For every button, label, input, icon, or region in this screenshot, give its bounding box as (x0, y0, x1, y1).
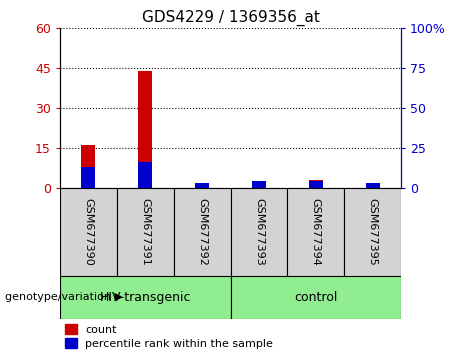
Bar (230, 188, 287, 276)
Bar (252, 181, 266, 188)
Text: GSM677390: GSM677390 (83, 198, 94, 266)
Text: GSM677395: GSM677395 (367, 198, 378, 266)
Bar (195, 183, 209, 188)
Title: GDS4229 / 1369356_at: GDS4229 / 1369356_at (142, 9, 319, 25)
Text: control: control (294, 291, 337, 304)
Bar (138, 162, 152, 188)
Bar (174, 188, 230, 276)
Bar (81, 167, 95, 188)
Bar (60, 276, 230, 319)
Text: GSM677391: GSM677391 (140, 198, 150, 266)
Text: GSM677394: GSM677394 (311, 198, 321, 266)
Text: HIV-transgenic: HIV-transgenic (100, 291, 191, 304)
Legend: count, percentile rank within the sample: count, percentile rank within the sample (65, 324, 273, 349)
Bar (81, 145, 95, 188)
Text: GSM677393: GSM677393 (254, 198, 264, 266)
Text: GSM677392: GSM677392 (197, 198, 207, 266)
Bar (252, 185, 266, 188)
Bar (287, 188, 344, 276)
Bar (60, 188, 117, 276)
Bar (230, 276, 401, 319)
Bar (366, 183, 380, 188)
Text: genotype/variation ▶: genotype/variation ▶ (5, 292, 123, 302)
Bar (309, 180, 323, 188)
Bar (309, 181, 323, 188)
Bar (117, 188, 174, 276)
Bar (344, 188, 401, 276)
Bar (138, 71, 152, 188)
